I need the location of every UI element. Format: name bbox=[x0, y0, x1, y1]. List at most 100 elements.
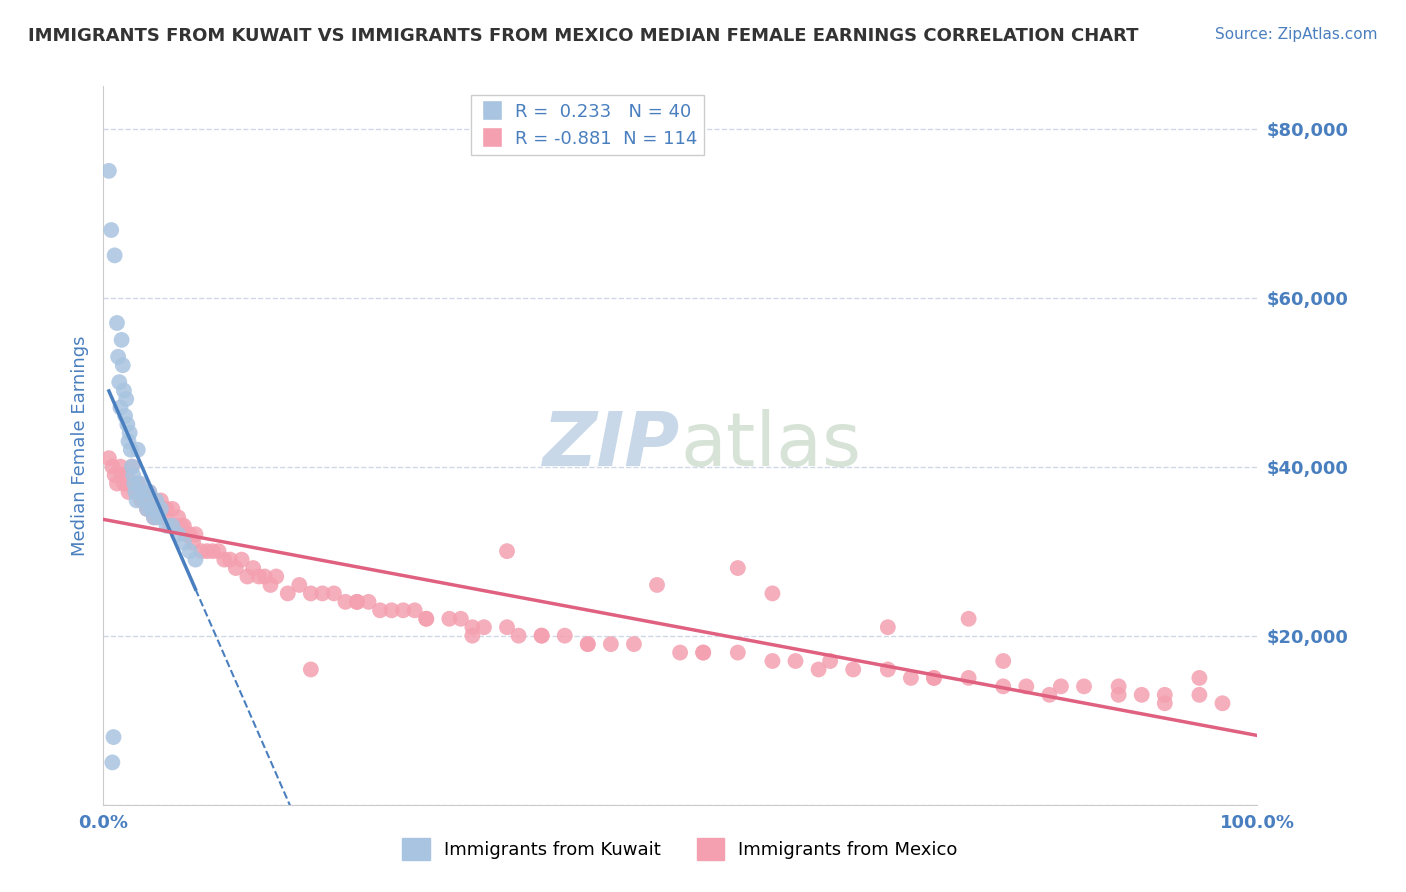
Point bbox=[104, 248, 127, 262]
Point bbox=[190, 544, 212, 558]
Point bbox=[599, 637, 621, 651]
Point bbox=[461, 629, 484, 643]
Point bbox=[124, 485, 146, 500]
Point bbox=[368, 603, 391, 617]
Point bbox=[103, 730, 125, 744]
Point bbox=[357, 595, 380, 609]
Point bbox=[496, 544, 519, 558]
Point bbox=[138, 485, 160, 500]
Point bbox=[1038, 688, 1060, 702]
Point bbox=[922, 671, 945, 685]
Point bbox=[236, 569, 259, 583]
Point bbox=[167, 527, 190, 541]
Point bbox=[299, 663, 322, 677]
Point bbox=[125, 493, 148, 508]
Point bbox=[179, 544, 201, 558]
Point bbox=[148, 510, 170, 524]
Point bbox=[115, 468, 138, 483]
Point bbox=[264, 569, 287, 583]
Text: IMMIGRANTS FROM KUWAIT VS IMMIGRANTS FROM MEXICO MEDIAN FEMALE EARNINGS CORRELAT: IMMIGRANTS FROM KUWAIT VS IMMIGRANTS FRO… bbox=[28, 27, 1139, 45]
Point bbox=[117, 417, 139, 432]
Point bbox=[159, 518, 181, 533]
Text: atlas: atlas bbox=[681, 409, 860, 482]
Point bbox=[530, 629, 553, 643]
Point bbox=[112, 476, 135, 491]
Point bbox=[993, 654, 1015, 668]
Point bbox=[115, 392, 138, 406]
Point bbox=[142, 510, 165, 524]
Point bbox=[111, 358, 134, 372]
Point bbox=[554, 629, 576, 643]
Point bbox=[207, 544, 229, 558]
Point bbox=[108, 375, 131, 389]
Point bbox=[122, 468, 145, 483]
Point bbox=[136, 502, 159, 516]
Point bbox=[155, 518, 177, 533]
Point bbox=[692, 646, 714, 660]
Point bbox=[415, 612, 437, 626]
Point bbox=[381, 603, 404, 617]
Point bbox=[1015, 679, 1038, 693]
Point bbox=[145, 510, 167, 524]
Point bbox=[149, 493, 172, 508]
Point bbox=[110, 333, 132, 347]
Point bbox=[669, 646, 692, 660]
Point bbox=[1130, 688, 1153, 702]
Point bbox=[162, 518, 184, 533]
Point bbox=[1050, 679, 1073, 693]
Point bbox=[692, 646, 714, 660]
Point bbox=[472, 620, 495, 634]
Point bbox=[727, 561, 749, 575]
Point bbox=[152, 510, 174, 524]
Point bbox=[132, 485, 155, 500]
Point bbox=[1108, 679, 1130, 693]
Point bbox=[623, 637, 645, 651]
Point bbox=[110, 401, 132, 415]
Point bbox=[645, 578, 668, 592]
Point bbox=[174, 527, 197, 541]
Point bbox=[105, 476, 128, 491]
Point bbox=[225, 561, 247, 575]
Point bbox=[242, 561, 264, 575]
Point bbox=[141, 502, 163, 516]
Point bbox=[530, 629, 553, 643]
Point bbox=[876, 663, 898, 677]
Point bbox=[117, 485, 139, 500]
Point bbox=[876, 620, 898, 634]
Point bbox=[128, 485, 150, 500]
Point bbox=[101, 756, 124, 770]
Point bbox=[404, 603, 426, 617]
Point bbox=[142, 510, 165, 524]
Point bbox=[101, 459, 124, 474]
Point bbox=[727, 646, 749, 660]
Point bbox=[439, 612, 461, 626]
Point bbox=[335, 595, 357, 609]
Point bbox=[259, 578, 281, 592]
Point bbox=[184, 552, 207, 566]
Point bbox=[299, 586, 322, 600]
Point bbox=[120, 442, 142, 457]
Point bbox=[131, 485, 153, 500]
Point bbox=[112, 384, 135, 398]
Point bbox=[195, 544, 218, 558]
Point bbox=[167, 510, 190, 524]
Point bbox=[107, 350, 129, 364]
Point bbox=[842, 663, 865, 677]
Point bbox=[508, 629, 530, 643]
Point bbox=[117, 476, 139, 491]
Point bbox=[114, 409, 136, 423]
Point bbox=[121, 459, 143, 474]
Point bbox=[496, 620, 519, 634]
Point bbox=[124, 485, 146, 500]
Point bbox=[110, 459, 132, 474]
Point bbox=[179, 527, 201, 541]
Point bbox=[214, 552, 236, 566]
Point bbox=[922, 671, 945, 685]
Point bbox=[117, 434, 139, 449]
Point bbox=[165, 518, 187, 533]
Point bbox=[97, 451, 120, 466]
Point bbox=[450, 612, 472, 626]
Legend: Immigrants from Kuwait, Immigrants from Mexico: Immigrants from Kuwait, Immigrants from … bbox=[395, 831, 965, 868]
Point bbox=[145, 493, 167, 508]
Point bbox=[100, 223, 122, 237]
